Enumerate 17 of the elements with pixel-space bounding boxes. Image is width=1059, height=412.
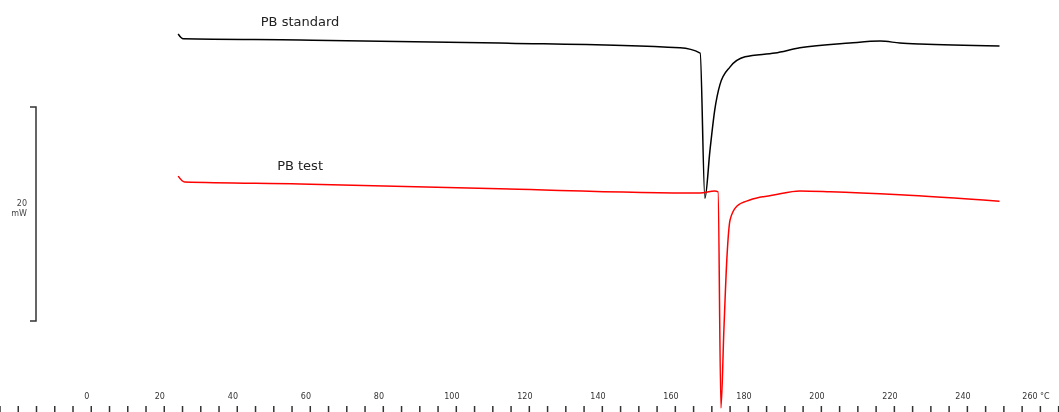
x-tick-label: 100	[444, 392, 460, 401]
x-tick-label: 20	[154, 392, 165, 401]
x-tick-label: 120	[517, 392, 533, 401]
x-tick-label: 220	[882, 392, 898, 401]
x-tick-label: 240	[955, 392, 971, 401]
series-label: PB standard	[260, 13, 340, 29]
x-tick-label: 40	[227, 392, 238, 401]
x-tick-label: 180	[736, 392, 752, 401]
x-tick-label: 60	[300, 392, 311, 401]
x-tick-label: 160	[663, 392, 679, 401]
x-tick-label: 80	[373, 392, 385, 401]
series-label: PB test	[277, 157, 323, 173]
x-tick-label: 260 °C	[1022, 392, 1051, 401]
x-tick-label: 140	[590, 392, 606, 401]
annotation: 20 mW	[11, 199, 28, 218]
x-tick-label: 0	[84, 392, 90, 401]
x-tick-label: 200	[809, 392, 825, 401]
